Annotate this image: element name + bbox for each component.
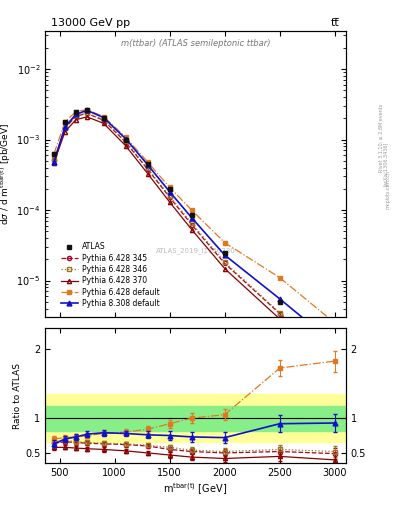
Text: tt̅: tt̅ <box>331 18 340 28</box>
Y-axis label: Ratio to ATLAS: Ratio to ATLAS <box>13 362 22 429</box>
Text: 13000 GeV pp: 13000 GeV pp <box>51 18 130 28</box>
Legend: ATLAS, Pythia 6.428 345, Pythia 6.428 346, Pythia 6.428 370, Pythia 6.428 defaul: ATLAS, Pythia 6.428 345, Pythia 6.428 34… <box>61 242 160 308</box>
Text: ATLAS_2019_I1750330: ATLAS_2019_I1750330 <box>156 248 235 254</box>
Text: m(ttbar) (ATLAS semileptonic ttbar): m(ttbar) (ATLAS semileptonic ttbar) <box>121 39 270 48</box>
Text: mcplots.cern.ch: mcplots.cern.ch <box>386 170 391 209</box>
X-axis label: m$^{\mathregular{tbar(t)}}$ [GeV]: m$^{\mathregular{tbar(t)}}$ [GeV] <box>163 481 228 497</box>
Text: [arXiv:1306.3436]: [arXiv:1306.3436] <box>383 142 388 186</box>
Text: Rivet 3.1.10, ≥ 2.8M events: Rivet 3.1.10, ≥ 2.8M events <box>379 104 384 173</box>
Y-axis label: d$\sigma$ / d m$^{\mathregular{tbar(t)}}$ [pb/GeV]: d$\sigma$ / d m$^{\mathregular{tbar(t)}}… <box>0 123 13 225</box>
